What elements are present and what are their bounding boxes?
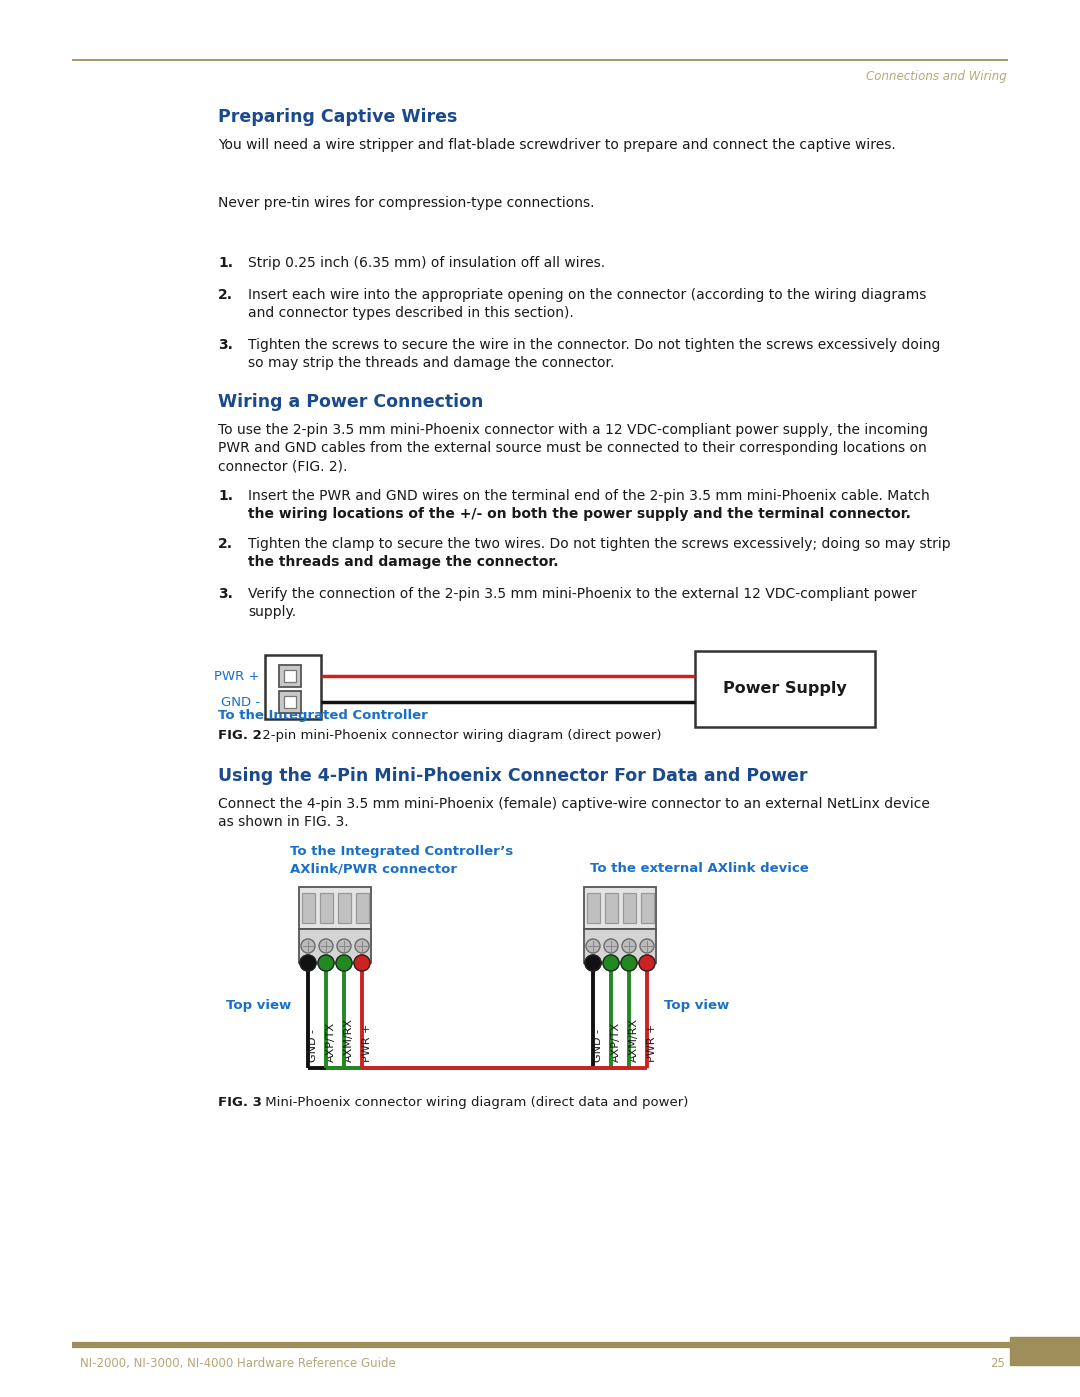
Circle shape <box>639 956 654 971</box>
Text: Tighten the clamp to secure the two wires. Do not tighten the screws excessively: Tighten the clamp to secure the two wire… <box>248 536 950 550</box>
Text: Insert the PWR and GND wires on the terminal end of the 2-pin 3.5 mm mini-Phoeni: Insert the PWR and GND wires on the term… <box>248 489 930 503</box>
Text: Insert each wire into the appropriate opening on the connector (according to the: Insert each wire into the appropriate op… <box>248 288 927 302</box>
Circle shape <box>640 939 654 953</box>
Bar <box>320 893 333 923</box>
Text: Power Supply: Power Supply <box>724 682 847 697</box>
Text: PWR +: PWR + <box>362 1024 372 1062</box>
Bar <box>622 893 635 923</box>
Bar <box>586 893 599 923</box>
Text: Top view: Top view <box>226 999 291 1011</box>
Text: the wiring locations of the +/- on both the power supply and the terminal connec: the wiring locations of the +/- on both … <box>248 507 910 521</box>
Circle shape <box>621 956 637 971</box>
Text: Verify the connection of the 2-pin 3.5 mm mini-Phoenix to the external 12 VDC-co: Verify the connection of the 2-pin 3.5 m… <box>248 587 917 601</box>
Circle shape <box>336 956 352 971</box>
Text: AXP/TX: AXP/TX <box>611 1021 621 1062</box>
Text: Mini-Phoenix connector wiring diagram (direct data and power): Mini-Phoenix connector wiring diagram (d… <box>261 1097 688 1109</box>
Text: 1.: 1. <box>218 256 233 270</box>
Bar <box>605 893 618 923</box>
Text: 3.: 3. <box>218 338 233 352</box>
Text: connector (FIG. 2).: connector (FIG. 2). <box>218 460 348 474</box>
Circle shape <box>337 939 351 953</box>
Text: AXM/RX: AXM/RX <box>629 1018 639 1062</box>
Bar <box>284 696 296 708</box>
Text: GND -: GND - <box>593 1030 603 1062</box>
Text: Preparing Captive Wires: Preparing Captive Wires <box>218 108 457 126</box>
Text: 2.: 2. <box>218 536 233 550</box>
Circle shape <box>300 956 316 971</box>
Circle shape <box>319 939 333 953</box>
Text: supply.: supply. <box>248 605 296 619</box>
Text: the threads and damage the connector.: the threads and damage the connector. <box>248 555 558 569</box>
Text: To use the 2-pin 3.5 mm mini-Phoenix connector with a 12 VDC-compliant power sup: To use the 2-pin 3.5 mm mini-Phoenix con… <box>218 423 928 437</box>
Text: 25: 25 <box>990 1356 1005 1370</box>
Bar <box>299 887 372 929</box>
Text: 3.: 3. <box>218 587 233 601</box>
Text: 2-pin mini-Phoenix connector wiring diagram (direct power): 2-pin mini-Phoenix connector wiring diag… <box>258 729 661 742</box>
Text: GND -: GND - <box>308 1030 318 1062</box>
Text: Strip 0.25 inch (6.35 mm) of insulation off all wires.: Strip 0.25 inch (6.35 mm) of insulation … <box>248 256 605 270</box>
Bar <box>279 692 301 712</box>
Text: Using the 4-Pin Mini-Phoenix Connector For Data and Power: Using the 4-Pin Mini-Phoenix Connector F… <box>218 767 808 785</box>
Bar <box>337 893 351 923</box>
Circle shape <box>622 939 636 953</box>
Circle shape <box>586 939 600 953</box>
Text: You will need a wire stripper and flat-blade screwdriver to prepare and connect : You will need a wire stripper and flat-b… <box>218 138 895 152</box>
Circle shape <box>603 956 619 971</box>
Text: 2.: 2. <box>218 288 233 302</box>
Text: Top view: Top view <box>664 999 729 1011</box>
Text: AXM/RX: AXM/RX <box>345 1018 354 1062</box>
Text: as shown in FIG. 3.: as shown in FIG. 3. <box>218 814 349 828</box>
Text: PWR +: PWR + <box>215 669 260 683</box>
Text: PWR +: PWR + <box>647 1024 657 1062</box>
Text: FIG. 3: FIG. 3 <box>218 1097 261 1109</box>
Circle shape <box>354 956 370 971</box>
Text: To the external AXlink device: To the external AXlink device <box>590 862 809 875</box>
Circle shape <box>355 939 369 953</box>
Bar <box>1010 1337 1080 1365</box>
Bar <box>584 929 656 963</box>
Text: Tighten the screws to secure the wire in the connector. Do not tighten the screw: Tighten the screws to secure the wire in… <box>248 338 941 352</box>
Bar <box>299 929 372 963</box>
Bar <box>279 665 301 687</box>
Text: To the Integrated Controller’s: To the Integrated Controller’s <box>291 845 513 858</box>
Text: FIG. 2: FIG. 2 <box>218 729 261 742</box>
Text: and connector types described in this section).: and connector types described in this se… <box>248 306 573 320</box>
Text: To the Integrated Controller: To the Integrated Controller <box>218 710 428 722</box>
Text: Connections and Wiring: Connections and Wiring <box>866 70 1007 82</box>
Circle shape <box>301 939 315 953</box>
Bar <box>301 893 314 923</box>
Bar <box>265 655 321 719</box>
Text: Wiring a Power Connection: Wiring a Power Connection <box>218 393 484 411</box>
Bar <box>640 893 653 923</box>
Text: GND -: GND - <box>221 696 260 708</box>
Bar <box>355 893 368 923</box>
Text: 1.: 1. <box>218 489 233 503</box>
Bar <box>696 651 875 726</box>
Text: so may strip the threads and damage the connector.: so may strip the threads and damage the … <box>248 356 615 370</box>
Text: Never pre-tin wires for compression-type connections.: Never pre-tin wires for compression-type… <box>218 196 594 210</box>
Text: AXP/TX: AXP/TX <box>326 1021 336 1062</box>
Bar <box>284 671 296 682</box>
Text: AXlink/PWR connector: AXlink/PWR connector <box>291 862 457 875</box>
Circle shape <box>585 956 600 971</box>
Circle shape <box>604 939 618 953</box>
Text: NI-2000, NI-3000, NI-4000 Hardware Reference Guide: NI-2000, NI-3000, NI-4000 Hardware Refer… <box>80 1356 395 1370</box>
Bar <box>584 887 656 929</box>
Text: Connect the 4-pin 3.5 mm mini-Phoenix (female) captive-wire connector to an exte: Connect the 4-pin 3.5 mm mini-Phoenix (f… <box>218 798 930 812</box>
Text: PWR and GND cables from the external source must be connected to their correspon: PWR and GND cables from the external sou… <box>218 441 927 455</box>
Circle shape <box>318 956 334 971</box>
